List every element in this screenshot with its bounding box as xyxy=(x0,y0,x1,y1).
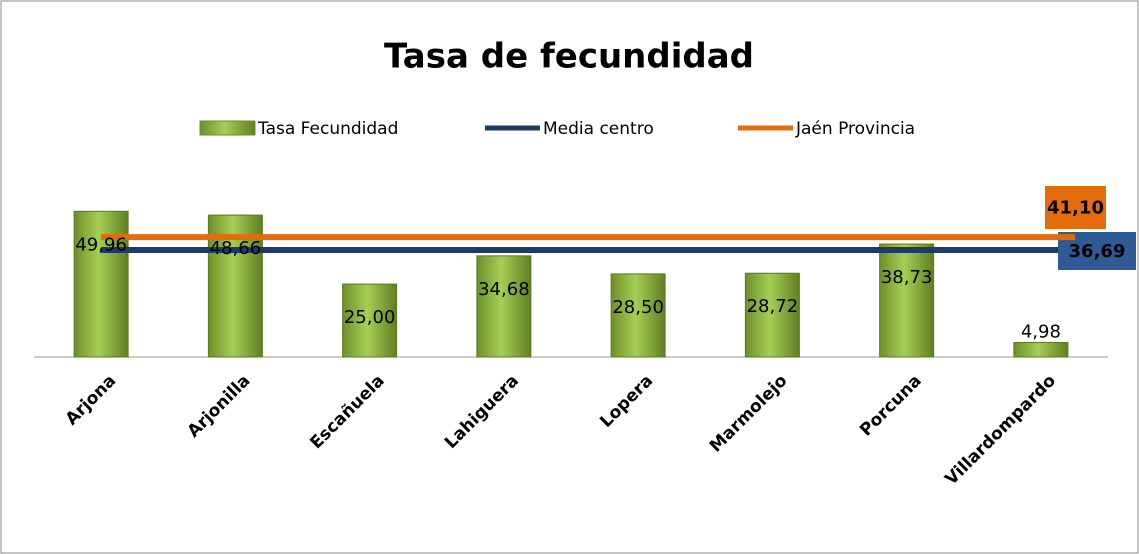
bar xyxy=(610,273,666,358)
data-label: 28,72 xyxy=(747,296,799,317)
data-label: 4,98 xyxy=(1021,321,1061,342)
bar xyxy=(342,283,398,358)
data-label: 28,50 xyxy=(612,297,664,318)
chart-title: Tasa de fecundidad xyxy=(384,37,754,77)
bar xyxy=(1013,341,1069,358)
bar xyxy=(744,272,800,358)
data-label: 25,00 xyxy=(344,307,396,328)
line-label: 36,69 xyxy=(1069,241,1126,262)
line-label-box xyxy=(1045,186,1106,229)
legend-label: Tasa Fecundidad xyxy=(257,119,398,139)
bar xyxy=(73,210,129,358)
line-label: 41,10 xyxy=(1047,198,1104,219)
data-label: 34,68 xyxy=(478,279,530,300)
legend-label: Jaén Provincia xyxy=(795,119,915,139)
bar xyxy=(476,255,532,358)
data-label: 49,96 xyxy=(75,234,127,255)
data-label: 48,66 xyxy=(210,238,262,259)
data-label: 38,73 xyxy=(881,267,933,288)
legend-label: Media centro xyxy=(543,119,654,139)
bar xyxy=(879,243,935,358)
legend-swatch xyxy=(199,120,256,136)
